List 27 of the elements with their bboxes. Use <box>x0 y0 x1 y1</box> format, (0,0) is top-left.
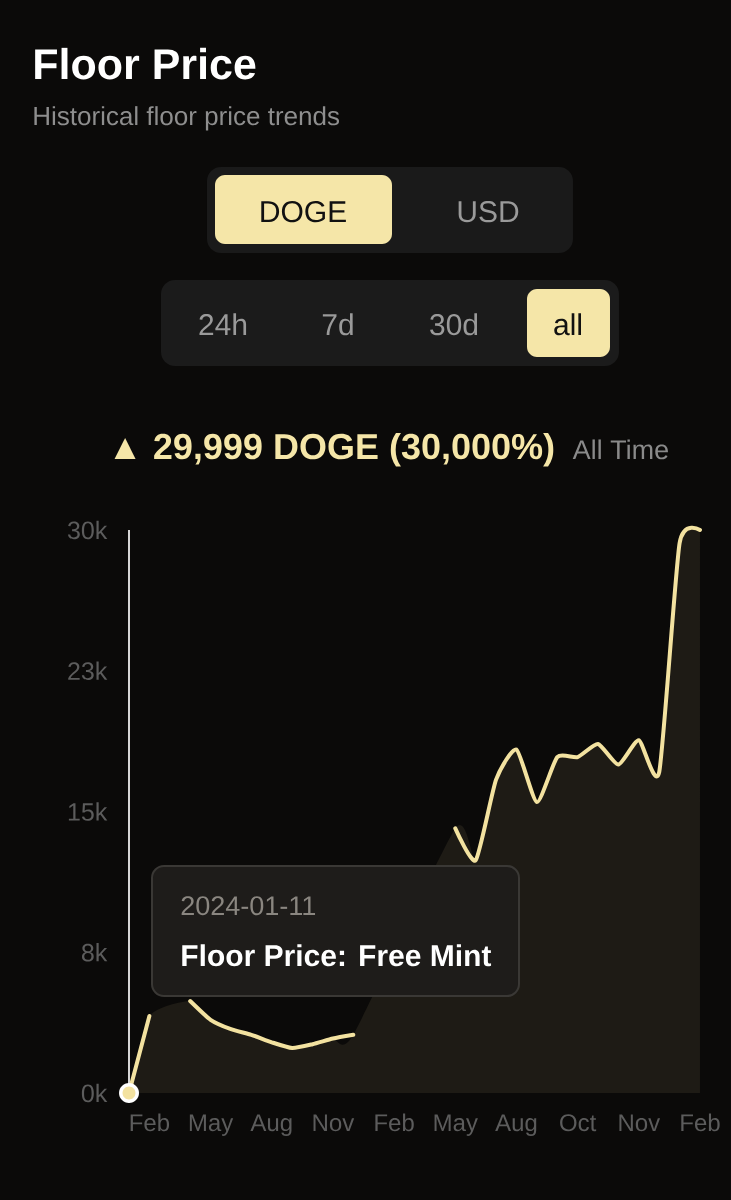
x-tick-label: Feb <box>375 1113 414 1132</box>
y-tick-label: 30k <box>67 520 108 540</box>
x-tick-label: Aug <box>250 1114 292 1136</box>
annotation: 2024-01-11 <box>181 896 316 916</box>
text: ▲ 29,999 DOGE (30,000%) <box>114 432 554 467</box>
x-tick-label: May <box>434 1114 478 1136</box>
y-tick-label: 0k <box>81 1083 108 1103</box>
x-tick-label: May <box>189 1114 234 1136</box>
chart-subtitle: Historical floor price trends <box>34 106 340 131</box>
text: DOGE <box>261 201 346 223</box>
text: USD <box>458 201 519 223</box>
chart-title: Floor Price <box>35 47 256 80</box>
y-tick-label: 23k <box>68 661 108 680</box>
text: all <box>554 313 581 336</box>
x-tick-label: Oct <box>560 1114 597 1132</box>
text: All Time <box>572 439 668 460</box>
x-tick-label: Nov <box>619 1114 661 1132</box>
y-tick-label: 8k <box>81 943 108 962</box>
x-tick-label: Feb <box>681 1113 720 1132</box>
x-tick-label: Aug <box>495 1114 537 1136</box>
text: 24h <box>199 313 247 335</box>
text: 7d <box>322 313 353 336</box>
x-tick-label: Nov <box>313 1114 355 1132</box>
annotation: Floor Price: Free Mint <box>182 944 492 967</box>
y-tick-label: 15k <box>68 802 108 821</box>
text: 30d <box>430 313 478 336</box>
x-tick-label: Feb <box>130 1113 170 1132</box>
